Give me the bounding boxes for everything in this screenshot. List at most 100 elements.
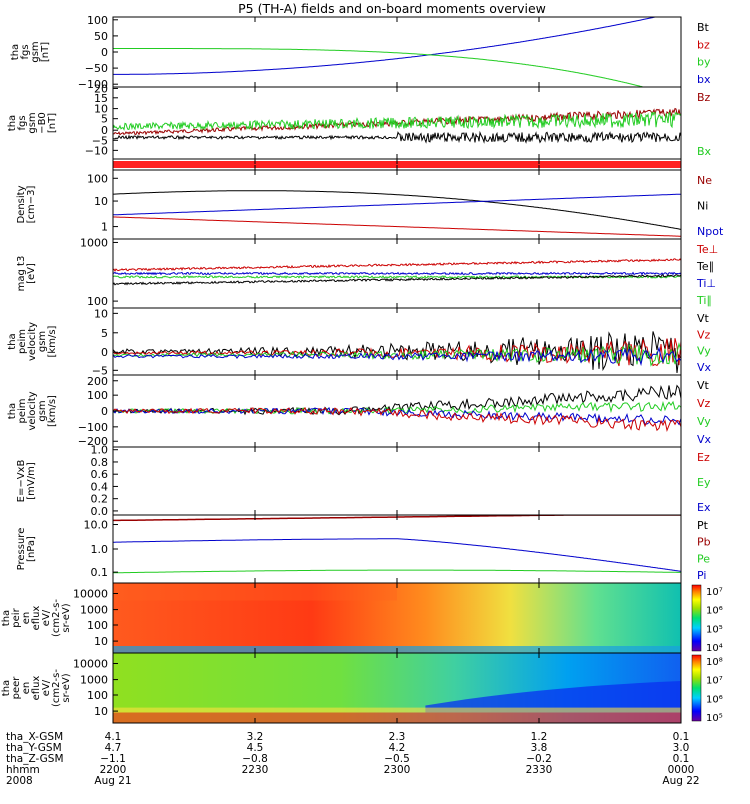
panel-9-plot-area [113, 515, 681, 574]
footer-value: 3.8 [531, 742, 548, 754]
ylabel-line: tha [1, 680, 12, 696]
footer-value: 4.7 [105, 742, 122, 754]
colorbar-tick-label: 10⁷ [706, 676, 723, 687]
footer-axis-table: tha_X-GSM 4.1 3.2 2.3 1.2 0.1 tha_Y-GSM 4.7 4.5 4… [6, 731, 700, 787]
panel-1-plot-area [113, 17, 681, 87]
footer-row-label: tha_Z-GSM [6, 753, 64, 765]
footer-value: 4.5 [247, 742, 264, 754]
y-tick-label: 1000 [80, 236, 108, 249]
ylabel-line: tha [1, 610, 12, 626]
y-tick-label: 1000 [80, 674, 108, 687]
footer-value: 4.1 [105, 731, 122, 743]
colorbar-tick-label: 10⁸ [706, 657, 723, 668]
ylabel-line: Density [16, 185, 27, 223]
y-tick-label: 10000 [73, 588, 108, 601]
y-tick-label: 200 [87, 375, 108, 388]
footer-value: −0.2 [526, 753, 552, 765]
series-bx-detrended [113, 111, 681, 131]
ylabel-line: velocity [27, 391, 38, 430]
footer-value: 2200 [100, 764, 127, 776]
ylabel-line: eflux [31, 676, 42, 701]
ylabel-line: −B0 [37, 112, 48, 134]
ylabel-line: [nPa] [26, 536, 37, 562]
series-pe [113, 569, 681, 574]
series-ti-para [113, 275, 681, 279]
series-ni [113, 190, 681, 230]
y-tick-label: 100 [87, 172, 108, 185]
footer-value: −0.8 [242, 753, 268, 765]
legend-item: Bz [697, 91, 711, 104]
y-tick-label: 100 [87, 689, 108, 702]
y-tick-label: −200 [78, 435, 108, 448]
panel-6-ylabel: tha peim velocity gsm [km/s] [7, 322, 58, 361]
ylabel-line: [nT] [40, 42, 51, 62]
legend-item: Te⊥ [696, 243, 718, 256]
series-ne [113, 216, 681, 237]
y-tick-label: 10 [94, 195, 108, 208]
panel-5-ylabel: mag t3 [eV] [16, 256, 37, 292]
ylabel-line: eV/ [41, 609, 52, 626]
colorbar [691, 584, 702, 652]
legend-item: Ex [697, 501, 711, 514]
panel-10-plot-area [113, 583, 681, 653]
ylabel-line: (cm2-s- [51, 599, 62, 637]
footer-row-label: tha_X-GSM [6, 731, 63, 743]
y-tick-label: 1 [101, 221, 108, 234]
ylabel-line: gsm [30, 41, 41, 62]
panel-7-ylabel: tha peim velocity gsm [km/s] [7, 391, 58, 430]
panel-7-plot-area [113, 384, 681, 433]
y-tick-label: 1.0 [91, 444, 109, 457]
ylabel-line: en [21, 682, 32, 695]
colorbar-tick-label: 10⁶ [706, 694, 723, 705]
panel-2-ylabel: tha fgs gsm −B0 [nT] [7, 112, 58, 134]
series-pi [113, 538, 681, 572]
legend-item: Vx [697, 433, 712, 446]
legend-item: Ne [697, 174, 712, 187]
panel-11: tha peer en eflux eV/(cm2-s-sr-eV)10000 1000 1… [1, 652, 723, 724]
footer-value: −1.1 [100, 753, 126, 765]
panel-3 [112, 158, 682, 171]
y-tick-label: 15 [94, 92, 108, 105]
ylabel-line: fgs [17, 115, 28, 130]
ylabel-line: sr-eV) [61, 673, 72, 702]
ylabel-line: E=−VxB [16, 460, 27, 503]
panel-6-plot-area [113, 331, 681, 374]
series-te-para [113, 274, 681, 286]
legend-item: Ez [697, 451, 710, 464]
ylabel-line: gsm [37, 331, 48, 352]
ylabel-line: [km/s] [47, 395, 58, 427]
series-by [113, 48, 681, 87]
panel-4: Density [cm−3] 100 10 1 Ne Ni Npot [16, 169, 724, 240]
ylabel-line: tha [7, 403, 18, 419]
panel-3-plot-area [113, 161, 681, 168]
series-vx [113, 346, 681, 367]
colorbar [691, 654, 702, 722]
ylabel-line: [eV] [26, 263, 37, 284]
panel-9-ylabel: Pressure [nPa] [16, 528, 37, 571]
y-tick-label: 0 [101, 346, 108, 359]
panel-5: mag t3 [eV] 1000 100 Te⊥ Te∥ Ti⊥ Ti∥ [16, 236, 718, 309]
ylabel-line: en [21, 612, 32, 625]
y-tick-label: −100 [78, 421, 108, 434]
ylabel-line: peir [11, 607, 22, 627]
footer-value: Aug 21 [94, 775, 131, 787]
ylabel-line: gsm [27, 112, 38, 133]
y-tick-label: 0.0 [91, 505, 109, 518]
panel-4-plot-area [113, 190, 681, 237]
legend-item: Ti⊥ [696, 277, 716, 290]
ylabel-line: peer [11, 676, 22, 700]
electron-spectrogram-low-flux [425, 681, 681, 713]
ylabel-line: [cm−3] [26, 186, 37, 224]
ylabel-line: peim [17, 329, 28, 354]
series-black-detrended [113, 130, 681, 144]
ylabel-line: [nT] [47, 113, 58, 133]
y-tick-label: 5 [101, 327, 108, 340]
panel-1: tha fgs gsm [nT] 100 50 0 −50 −100 Bt bz by bx [10, 14, 711, 91]
legend-item: Vt [697, 312, 710, 325]
footer-value: 2300 [384, 764, 411, 776]
y-tick-label: 0 [101, 124, 108, 137]
ylabel-line: fgs [20, 44, 31, 59]
footer-value: Aug 22 [662, 775, 699, 787]
panel-6: tha peim velocity gsm [km/s] 10 5 0 −5 Vt Vz Vy Vx [7, 307, 712, 377]
colorbar-tick-label: 10⁵ [706, 713, 723, 724]
